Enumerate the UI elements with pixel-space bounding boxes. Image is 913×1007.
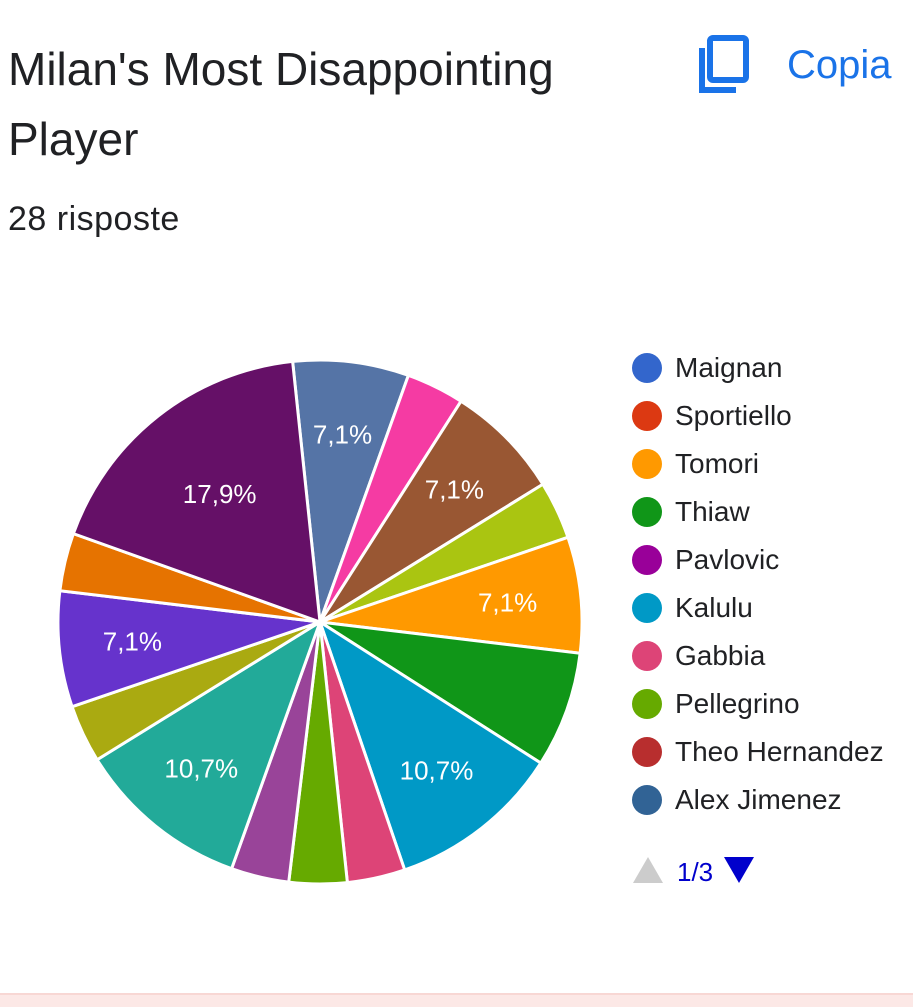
legend-swatch	[632, 737, 662, 767]
legend-label: Kalulu	[675, 592, 753, 623]
legend-item-sportiello[interactable]: Sportiello	[632, 392, 884, 440]
copy-button[interactable]: Copia	[697, 32, 892, 98]
pie-slice-2[interactable]	[318, 399, 545, 624]
legend-item-maignan[interactable]: Maignan	[632, 344, 884, 392]
legend-item-pellegrino[interactable]: Pellegrino	[632, 680, 884, 728]
triangle-down-icon[interactable]	[723, 856, 755, 889]
legend-item-tomori[interactable]: Tomori	[632, 440, 884, 488]
pie-slice-4[interactable]	[319, 535, 584, 655]
legend-swatch	[632, 689, 662, 719]
legend-swatch	[632, 593, 662, 623]
legend-item-pavlovic[interactable]: Pavlovic	[632, 536, 884, 584]
legend-swatch	[632, 785, 662, 815]
legend-swatch	[632, 641, 662, 671]
legend-label: Pavlovic	[675, 544, 780, 575]
legend-item-alex-jimenez[interactable]: Alex Jimenez	[632, 776, 884, 824]
legend-label: Tomori	[675, 448, 760, 479]
legend-pager: 1/3	[632, 856, 755, 889]
legend-label: Thiaw	[675, 496, 750, 527]
legend-label: Theo Hernandez	[675, 736, 884, 767]
chart-title: Milan's Most Disappointing Player	[8, 43, 554, 165]
response-count: 28 risposte	[8, 200, 180, 238]
copy-icon	[697, 34, 751, 96]
pie-chart: 7,1% 7,1% 7,1% 10,7% 10,7% 7,1% 17,9%	[56, 358, 584, 886]
slice-label-10: 10,7%	[164, 754, 238, 784]
legend-label: Pellegrino	[675, 688, 800, 719]
pie-slice-14[interactable]	[71, 359, 322, 625]
legend-swatch	[632, 449, 662, 479]
legend-swatch	[632, 353, 662, 383]
legend-item-theo-hernandez[interactable]: Theo Hernandez	[632, 728, 884, 776]
legend-item-kalulu[interactable]: Kalulu	[632, 584, 884, 632]
pie-slice-10[interactable]	[95, 618, 323, 871]
chart-legend: Maignan Sportiello Tomori Thiaw Pavlovic Kalu…	[632, 344, 884, 824]
legend-swatch	[632, 497, 662, 527]
pie-slice-6[interactable]	[317, 618, 543, 872]
bottom-divider	[0, 993, 913, 1007]
slice-label-2: 7,1%	[425, 475, 484, 505]
legend-label: Gabbia	[675, 640, 766, 671]
legend-swatch	[632, 545, 662, 575]
pie-slice-5[interactable]	[319, 620, 582, 766]
pie-slice-0[interactable]	[290, 358, 411, 623]
legend-swatch	[632, 401, 662, 431]
slice-label-14: 17,9%	[183, 479, 257, 509]
legend-label: Maignan	[675, 352, 783, 383]
legend-item-thiaw[interactable]: Thiaw	[632, 488, 884, 536]
legend-page-indicator: 1/3	[677, 857, 714, 887]
slice-label-4: 7,1%	[478, 587, 537, 617]
slice-label-6: 10,7%	[400, 755, 474, 785]
triangle-up-icon[interactable]	[632, 856, 664, 889]
slice-label-0: 7,1%	[313, 420, 372, 450]
copy-button-label: Copia	[787, 42, 892, 87]
pie-slice-12[interactable]	[56, 589, 321, 709]
legend-label: Alex Jimenez	[675, 784, 842, 815]
slice-label-12: 7,1%	[103, 627, 162, 657]
legend-item-gabbia[interactable]: Gabbia	[632, 632, 884, 680]
legend-label: Sportiello	[675, 400, 792, 431]
